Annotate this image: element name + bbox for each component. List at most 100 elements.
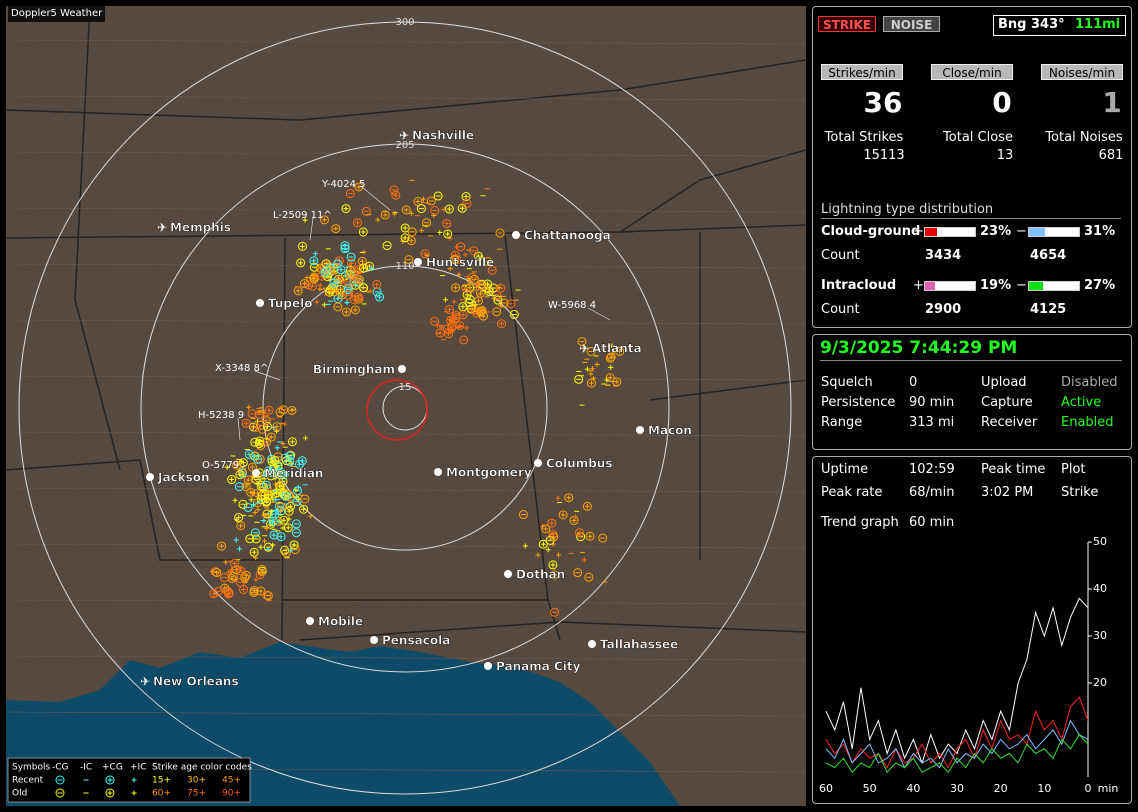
x-tick-label: 50 [863,782,877,795]
rate-label[interactable]: Noises/min [1041,64,1123,80]
stat-label: Uptime [821,462,869,477]
strike-symbol [286,501,296,511]
city-dot [484,662,492,670]
strike-symbol [459,335,469,345]
strike-symbol [359,283,369,293]
strike-symbol [257,564,267,574]
strike-symbol [564,493,574,503]
strike-symbol [287,437,297,447]
rate-label[interactable]: Close/min [931,64,1013,80]
strike-symbol [278,476,288,486]
strike-symbol [236,566,246,576]
distance: 111mi [1075,17,1121,32]
strike-symbol [476,307,486,317]
strike-symbol [272,422,282,432]
bearing: Bng 343° [998,17,1065,32]
city-dot [504,570,512,578]
noise-button[interactable]: NOISE [883,16,940,32]
strike-symbol [230,559,240,569]
strike-symbol [584,572,594,582]
strike-symbol [250,437,260,447]
strike-symbol [444,204,454,214]
bar-track [924,227,976,237]
x-tick-label: 0 [1085,782,1092,795]
strike-symbol [261,416,271,426]
setting-label: Capture [981,395,1033,410]
strike-symbol [550,570,560,580]
strike-symbol [275,407,285,417]
rate-label[interactable]: Strikes/min [821,64,903,80]
county-line [6,487,806,493]
strike-symbol [341,204,351,214]
county-line [6,543,806,549]
strike-symbol [484,287,494,297]
strike-symbol [382,241,392,251]
strike-symbol [255,436,265,446]
legend-age: 45+ [222,776,241,786]
strike-symbol [499,298,509,308]
strike-symbol [352,274,362,284]
legend-row: Old [12,789,27,799]
county-line [6,711,806,717]
strike-symbol [297,241,307,251]
county-line [6,95,806,101]
strike-symbol [241,482,251,492]
bar-track [1028,281,1080,291]
strike-symbol [244,449,254,459]
strike-symbol [269,468,279,478]
legend-type: +IC [130,763,146,773]
legend-label: Symbols [12,763,51,773]
strike-symbol [450,250,460,260]
strike-leader [237,417,241,441]
status-panel [812,6,1132,328]
strike-symbol [586,346,596,356]
strike-symbol [420,249,430,259]
city-dot [434,468,442,476]
stats-panel [812,456,1132,804]
strike-symbol [547,518,557,528]
strike-symbol [251,422,261,432]
strike-symbol [299,504,309,514]
strike-symbol [329,278,339,288]
strike-symbol [444,329,454,339]
strike-symbol [550,607,560,617]
strike-symbol [389,185,399,195]
strike-symbol [447,321,457,331]
setting-value: Disabled [1061,375,1118,390]
strike-symbol [575,528,585,538]
strike-symbol [372,287,382,297]
setting-label: Receiver [981,415,1038,430]
strike-symbol [241,418,251,428]
city-dot [588,640,596,648]
stat-label: Peak time [981,462,1046,477]
type-label: Intracloud [821,278,897,293]
y-tick-label: 40 [1093,582,1107,595]
strike-symbol [430,206,440,216]
legend-age: 90+ [222,789,241,799]
strike-symbol [209,589,219,599]
strike-symbol [276,482,286,492]
strike-symbol [243,502,253,512]
strike-symbol [483,257,493,267]
strike-symbol [281,548,291,558]
strike-label: W-5968 4 [548,300,596,311]
strike-symbol [577,337,587,347]
county-line [6,319,806,325]
strike-symbol [582,501,592,511]
city-label: Atlanta [592,342,642,356]
total-value: 15113 [863,148,905,163]
strike-symbol [358,227,368,237]
strike-symbol [401,205,411,215]
strike-symbol [493,295,503,305]
strike-symbol [300,494,310,504]
x-tick-label: 40 [906,782,920,795]
stat-value: 102:59 [909,462,955,477]
strike-symbol [422,218,432,228]
strike-symbol [281,456,291,466]
strike-symbol [518,510,528,520]
percent: 23% [980,224,1012,239]
strike-button[interactable]: STRIKE [818,16,876,32]
range-label: 300 [395,17,414,28]
strike-symbol [476,280,486,290]
state-border [281,237,286,641]
